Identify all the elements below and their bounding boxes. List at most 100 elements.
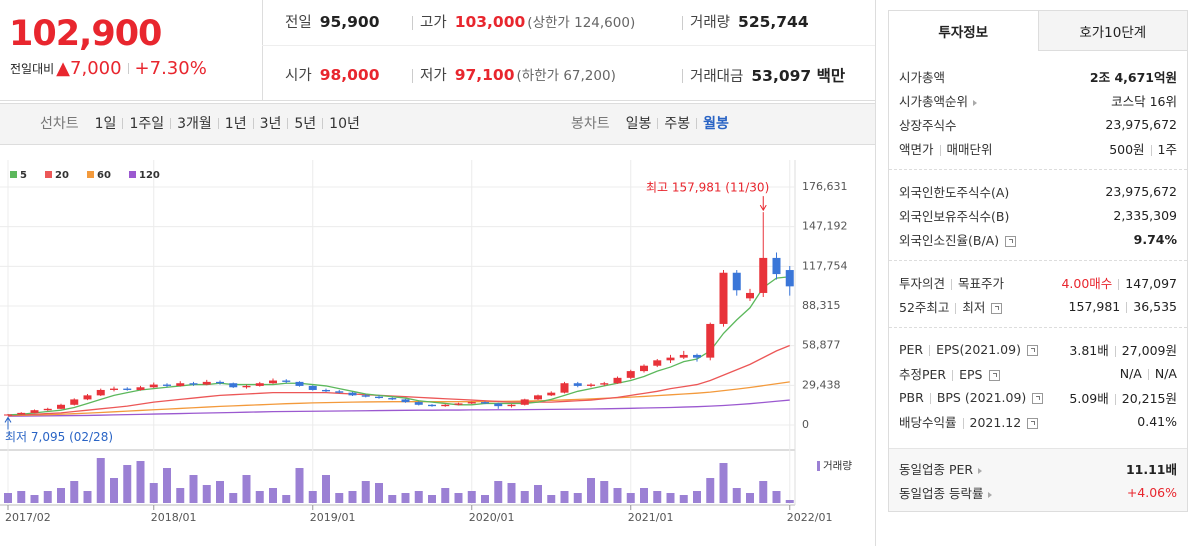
- high-arrowhead: [759, 204, 767, 212]
- volume-legend-swatch: [817, 461, 820, 471]
- separator: [951, 278, 953, 290]
- info-row: 상장주식수 23,975,672: [899, 112, 1177, 136]
- info-row: 액면가 매매단위 500원 1주: [899, 136, 1177, 160]
- candle-body: [4, 414, 12, 416]
- info-row: 외국인소진율(B/A) 9.74%: [899, 227, 1177, 251]
- candle-body: [322, 389, 330, 392]
- period-button[interactable]: 3년: [259, 116, 282, 132]
- volume-bar: [295, 468, 304, 503]
- volume-bar: [110, 478, 118, 503]
- candle-body: [706, 323, 715, 358]
- label-text: 52주최고: [899, 299, 950, 315]
- x-tick-label: 2017/02: [5, 511, 51, 524]
- price-divider: [262, 0, 263, 100]
- volume-bar: [255, 491, 264, 503]
- y-tick-label: 176,631: [802, 180, 848, 193]
- volume-legend: 거래량: [823, 460, 852, 472]
- quote-cell: 전일 95,900: [285, 11, 380, 32]
- separator: [322, 117, 324, 129]
- y-tick-label: 58,877: [802, 339, 841, 352]
- period-button[interactable]: 1년: [224, 116, 247, 132]
- candle-period-button[interactable]: 주봉: [664, 116, 691, 132]
- info-value: 11.11배: [1126, 459, 1177, 478]
- period-button[interactable]: 1일: [94, 116, 117, 132]
- help-icon: [988, 369, 1000, 381]
- legend-swatch: [45, 171, 52, 178]
- label-text: 동일업종 PER: [899, 461, 974, 477]
- candle-body: [216, 381, 224, 384]
- info-section: 시가총액 2조 4,671억원 시가총액순위 코스닥 16위 상장주식수 23,975,6…: [889, 51, 1187, 170]
- label-text: 최저: [962, 299, 986, 315]
- info-label: 동일업종 PER: [899, 459, 983, 478]
- volume-bar: [414, 491, 423, 503]
- period-button[interactable]: 3개월: [177, 116, 212, 132]
- side-panel: 투자정보 호가10단계 시가총액 2조 4,671억원 시가총액순위 코스닥 16위 상장주…: [888, 10, 1188, 512]
- candle-period-button[interactable]: 일봉: [625, 116, 652, 132]
- info-value: 500원 1주: [1109, 139, 1177, 158]
- separator: [122, 117, 124, 129]
- info-label: 액면가 매매단위: [899, 139, 993, 158]
- value-text: 20,215원: [1121, 390, 1177, 406]
- volume-bar: [759, 481, 768, 503]
- candle-body: [57, 404, 65, 409]
- candle-body: [428, 404, 436, 407]
- toolbar-candle: 봉차트 일봉 주봉 월봉: [571, 113, 729, 133]
- candle-body: [785, 270, 794, 287]
- candle-body: [149, 384, 158, 388]
- label-text: EPS: [959, 366, 983, 382]
- change-amount: ▲7,000: [56, 58, 122, 79]
- info-value: 2,335,309: [1113, 208, 1177, 223]
- separator: [657, 117, 659, 129]
- separator: [252, 117, 254, 129]
- volume-bar: [772, 491, 781, 503]
- candle-period-button[interactable]: 월봉: [703, 116, 729, 132]
- help-icon: [1026, 344, 1038, 356]
- period-button[interactable]: 5년: [294, 116, 317, 132]
- info-label: 상장주식수: [899, 115, 957, 134]
- info-label: 추정PER EPS: [899, 364, 1000, 383]
- value-text: N/A: [1154, 365, 1177, 381]
- value-text: 9.74%: [1133, 231, 1177, 247]
- quote-value: 97,100: [454, 66, 515, 84]
- separator: [127, 63, 129, 74]
- separator: [955, 302, 957, 314]
- cell-divider: [412, 69, 413, 83]
- chart: 0 29,438 58,877 88,315 117,754 147,192 176,631…: [0, 160, 852, 524]
- volume-bar: [507, 483, 516, 503]
- info-row: 추정PER EPS N/A N/A: [899, 361, 1177, 385]
- info-row: 시가총액 2조 4,671억원: [899, 64, 1177, 88]
- change-percent: +7.30%: [134, 58, 207, 79]
- value-text: 27,009원: [1121, 342, 1177, 358]
- value-text: 2조 4,671억원: [1089, 69, 1177, 85]
- separator: [929, 344, 931, 356]
- period-button[interactable]: 1주일: [129, 116, 165, 132]
- separator: [1147, 368, 1149, 380]
- quote-cell: 고가 103,000 (상한가 124,600): [420, 11, 635, 32]
- toolbar-label: 봉차트: [571, 116, 610, 132]
- volume-bar: [441, 488, 450, 503]
- candle-body: [520, 399, 529, 405]
- volume-bar: [216, 481, 224, 503]
- period-button[interactable]: 10년: [329, 116, 360, 132]
- ma-line: [7, 276, 790, 416]
- info-value: 9.74%: [1134, 232, 1177, 247]
- volume-bar: [375, 483, 383, 503]
- legend-label: 20: [55, 170, 69, 181]
- value-text: 36,535: [1133, 298, 1177, 314]
- value-text: 2,335,309: [1113, 207, 1177, 223]
- candle-body: [441, 404, 450, 407]
- label-text: BPS (2021.09): [936, 389, 1027, 405]
- volume-bar: [189, 475, 198, 503]
- info-value: 3.81배 27,009원: [1069, 340, 1177, 359]
- candle-body: [83, 395, 92, 400]
- tab[interactable]: 호가10단계: [1037, 11, 1187, 51]
- help-icon: [1027, 417, 1039, 429]
- candle-body: [189, 383, 198, 385]
- label-text: PER: [899, 341, 924, 357]
- volume-bar: [746, 493, 754, 503]
- info-value: 2조 4,671억원: [1090, 67, 1177, 86]
- header-border: [0, 0, 875, 101]
- tab[interactable]: 투자정보: [889, 11, 1038, 51]
- toolbar-bg: [0, 103, 875, 145]
